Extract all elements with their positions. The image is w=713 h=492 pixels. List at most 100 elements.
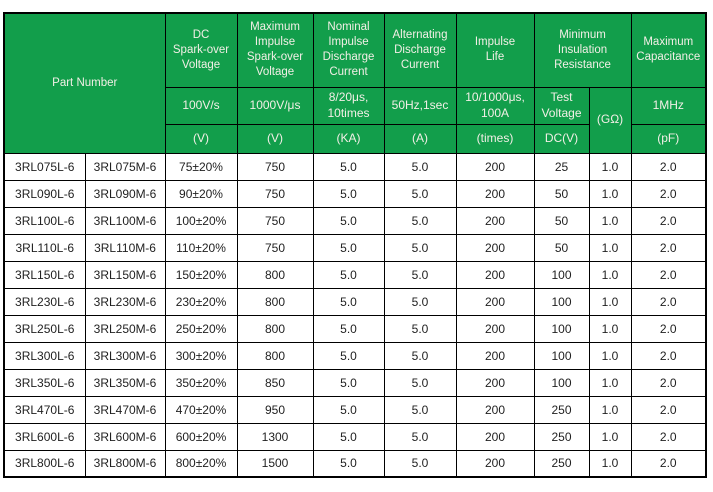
- cell-impulse-life-times: 200: [455, 233, 535, 262]
- cell-part-number-m: 3RL100M-6: [84, 206, 166, 235]
- cell-insulation-gohm: 1.0: [588, 422, 632, 451]
- cell-test-voltage-dc-v: 100: [533, 341, 590, 370]
- cell-max-impulse-v: 750: [236, 179, 314, 208]
- cell-test-voltage-dc-v: 250: [533, 422, 590, 451]
- table-row: 3RL150L-6 3RL150M-6 150±20% 800 5.0 5.0 200 100…: [3, 260, 707, 289]
- unit-nominal-discharge: (KA): [312, 123, 385, 154]
- cell-max-impulse-v: 800: [236, 287, 314, 316]
- col-header-alternating-discharge: Alternating Discharge Current: [383, 12, 457, 88]
- cell-impulse-life-times: 200: [455, 260, 535, 289]
- cell-part-number-l: 3RL250L-6: [3, 314, 86, 343]
- cell-impulse-life-times: 200: [455, 179, 535, 208]
- cell-insulation-gohm: 1.0: [588, 341, 632, 370]
- cell-part-number-l: 3RL470L-6: [3, 395, 86, 424]
- cell-insulation-gohm: 1.0: [588, 152, 632, 181]
- cell-alternating-discharge-a: 5.0: [383, 395, 457, 424]
- cell-capacitance-pf: 2.0: [630, 152, 707, 181]
- cell-nominal-discharge-ka: 5.0: [312, 179, 385, 208]
- cell-insulation-gohm: 1.0: [588, 287, 632, 316]
- cell-dc-sparkover-v: 800±20%: [164, 449, 238, 478]
- unit-test-voltage: DC(V): [533, 123, 590, 154]
- cell-alternating-discharge-a: 5.0: [383, 260, 457, 289]
- table-row: 3RL300L-6 3RL300M-6 300±20% 800 5.0 5.0 200 100…: [3, 341, 707, 370]
- col-header-insulation-resistance: Minimum Insulation Resistance: [533, 12, 632, 88]
- cell-dc-sparkover-v: 110±20%: [164, 233, 238, 262]
- cell-nominal-discharge-ka: 5.0: [312, 233, 385, 262]
- cell-alternating-discharge-a: 5.0: [383, 152, 457, 181]
- cell-dc-sparkover-v: 90±20%: [164, 179, 238, 208]
- cell-capacitance-pf: 2.0: [630, 206, 707, 235]
- cell-capacitance-pf: 2.0: [630, 233, 707, 262]
- header-row-units: (V) (V) (KA) (A) (times) DC(V) (pF): [4, 123, 707, 154]
- cell-max-impulse-v: 950: [236, 395, 314, 424]
- cell-test-voltage-dc-v: 50: [533, 206, 590, 235]
- cell-part-number-m: 3RL600M-6: [84, 422, 166, 451]
- cell-capacitance-pf: 2.0: [630, 422, 707, 451]
- part-number-header: Part Number: [3, 12, 166, 154]
- cell-nominal-discharge-ka: 5.0: [312, 341, 385, 370]
- cell-alternating-discharge-a: 5.0: [383, 341, 457, 370]
- cell-dc-sparkover-v: 350±20%: [164, 368, 238, 397]
- table-row: 3RL075L-6 3RL075M-6 75±20% 750 5.0 5.0 200 25 1.…: [3, 152, 707, 181]
- cell-test-voltage-dc-v: 250: [533, 395, 590, 424]
- condition-max-impulse: 1000V/μs: [236, 86, 314, 125]
- cell-dc-sparkover-v: 300±20%: [164, 341, 238, 370]
- table-row: 3RL600L-6 3RL600M-6 600±20% 1300 5.0 5.0 200 25…: [3, 422, 707, 451]
- cell-dc-sparkover-v: 100±20%: [164, 206, 238, 235]
- cell-test-voltage-dc-v: 100: [533, 260, 590, 289]
- subheader-test-voltage: Test Voltage: [533, 86, 590, 125]
- cell-insulation-gohm: 1.0: [588, 179, 632, 208]
- table-row: 3RL350L-6 3RL350M-6 350±20% 850 5.0 5.0 200 100…: [3, 368, 707, 397]
- cell-test-voltage-dc-v: 50: [533, 179, 590, 208]
- cell-part-number-m: 3RL300M-6: [84, 341, 166, 370]
- cell-insulation-gohm: 1.0: [588, 395, 632, 424]
- cell-part-number-m: 3RL350M-6: [84, 368, 166, 397]
- cell-nominal-discharge-ka: 5.0: [312, 422, 385, 451]
- cell-max-impulse-v: 750: [236, 233, 314, 262]
- unit-max-impulse: (V): [236, 123, 314, 154]
- header-row-conditions: 100V/s 1000V/μs 8/20μs, 10times 50Hz,1se…: [4, 86, 707, 154]
- cell-capacitance-pf: 2.0: [630, 368, 707, 397]
- cell-part-number-l: 3RL150L-6: [3, 260, 86, 289]
- cell-part-number-m: 3RL075M-6: [84, 152, 166, 181]
- condition-max-capacitance: 1MHz: [630, 86, 707, 125]
- cell-capacitance-pf: 2.0: [630, 260, 707, 289]
- cell-nominal-discharge-ka: 5.0: [312, 287, 385, 316]
- condition-alternating-discharge: 50Hz,1sec: [383, 86, 457, 125]
- condition-dc-sparkover: 100V/s: [164, 86, 238, 125]
- unit-insulation-gohm: (GΩ): [588, 86, 632, 154]
- cell-alternating-discharge-a: 5.0: [383, 179, 457, 208]
- spec-table: Part Number DC Spark-over Voltage Maximu…: [3, 12, 708, 478]
- cell-part-number-m: 3RL110M-6: [84, 233, 166, 262]
- cell-nominal-discharge-ka: 5.0: [312, 206, 385, 235]
- cell-max-impulse-v: 750: [236, 152, 314, 181]
- cell-capacitance-pf: 2.0: [630, 395, 707, 424]
- cell-part-number-l: 3RL090L-6: [3, 179, 86, 208]
- cell-alternating-discharge-a: 5.0: [383, 368, 457, 397]
- cell-nominal-discharge-ka: 5.0: [312, 395, 385, 424]
- cell-nominal-discharge-ka: 5.0: [312, 368, 385, 397]
- cell-capacitance-pf: 2.0: [630, 314, 707, 343]
- cell-max-impulse-v: 800: [236, 314, 314, 343]
- cell-dc-sparkover-v: 600±20%: [164, 422, 238, 451]
- cell-alternating-discharge-a: 5.0: [383, 422, 457, 451]
- cell-max-impulse-v: 1500: [236, 449, 314, 478]
- cell-test-voltage-dc-v: 100: [533, 287, 590, 316]
- condition-nominal-discharge: 8/20μs, 10times: [312, 86, 385, 125]
- cell-part-number-l: 3RL800L-6: [3, 449, 86, 478]
- cell-part-number-m: 3RL250M-6: [84, 314, 166, 343]
- cell-impulse-life-times: 200: [455, 368, 535, 397]
- cell-impulse-life-times: 200: [455, 152, 535, 181]
- cell-part-number-l: 3RL075L-6: [3, 152, 86, 181]
- cell-max-impulse-v: 850: [236, 368, 314, 397]
- cell-test-voltage-dc-v: 50: [533, 233, 590, 262]
- cell-alternating-discharge-a: 5.0: [383, 314, 457, 343]
- cell-part-number-m: 3RL800M-6: [84, 449, 166, 478]
- cell-alternating-discharge-a: 5.0: [383, 206, 457, 235]
- cell-nominal-discharge-ka: 5.0: [312, 260, 385, 289]
- cell-max-impulse-v: 1300: [236, 422, 314, 451]
- unit-dc-sparkover: (V): [164, 123, 238, 154]
- cell-impulse-life-times: 200: [455, 422, 535, 451]
- table-row: 3RL110L-6 3RL110M-6 110±20% 750 5.0 5.0 200 50 1…: [3, 233, 707, 262]
- table-row: 3RL250L-6 3RL250M-6 250±20% 800 5.0 5.0 200 100…: [3, 314, 707, 343]
